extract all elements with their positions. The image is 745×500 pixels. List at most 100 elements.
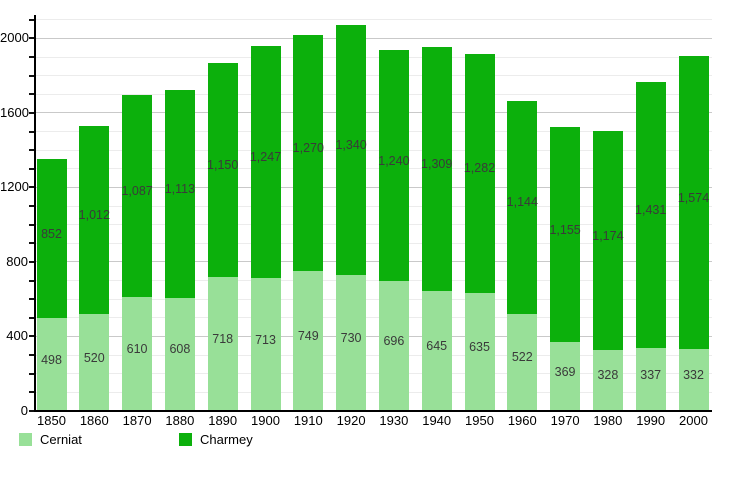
minor-gridline [35, 354, 712, 356]
bar-segment-charmey-1990 [635, 81, 666, 349]
minor-gridline [35, 205, 712, 207]
minor-gridline [35, 280, 712, 282]
y-axis-tick [29, 56, 35, 59]
value-label: 520 [83, 350, 105, 365]
y-axis-tick [29, 242, 35, 245]
x-tick-label: 1920 [336, 413, 366, 428]
y-axis-tick [29, 410, 35, 412]
y-axis-tick [29, 111, 35, 114]
y-tick-label: 400 [6, 328, 28, 344]
x-tick-label: 1860 [79, 413, 109, 428]
value-label: 1,150 [207, 158, 239, 173]
minor-gridline [35, 149, 712, 151]
y-axis-tick [29, 223, 35, 226]
value-label: 635 [469, 339, 490, 354]
y-axis-tick [29, 37, 35, 40]
value-label: 1,431 [635, 202, 667, 217]
bar-segment-charmey-1870 [122, 94, 153, 298]
bar-segment-charmey-1920 [336, 25, 367, 275]
value-label: 696 [383, 334, 405, 349]
value-label: 1,282 [463, 161, 496, 176]
y-axis-tick [29, 74, 35, 77]
value-label: 1,174 [592, 228, 624, 243]
bar-segment-cerniat-1940 [421, 290, 452, 411]
bar-segment-cerniat-1900 [250, 278, 281, 411]
value-label: 1,155 [549, 222, 581, 237]
value-label: 522 [511, 350, 533, 365]
x-tick-label: 1930 [379, 413, 409, 428]
x-tick-label: 1870 [122, 413, 152, 428]
x-axis-line [35, 410, 712, 412]
y-axis-tick [29, 316, 35, 319]
y-axis-tick [29, 372, 35, 375]
bar-segment-charmey-1900 [250, 45, 281, 279]
y-axis-tick [29, 93, 35, 96]
x-tick-label: 1890 [208, 413, 238, 428]
minor-gridline [35, 168, 712, 170]
bar-segment-charmey-1960 [507, 100, 538, 314]
y-axis-tick [29, 167, 35, 170]
bar-segment-cerniat-1960 [507, 313, 538, 411]
minor-gridline [35, 298, 712, 300]
minor-gridline [35, 391, 712, 393]
bar-segment-cerniat-1860 [79, 314, 110, 411]
value-label: 1,113 [164, 182, 196, 197]
bar-segment-charmey-1930 [378, 50, 409, 282]
x-tick-label: 1910 [293, 413, 323, 428]
chart-legend: Cerniat Charmey [0, 432, 745, 452]
x-tick-label: 1990 [636, 413, 666, 428]
value-label: 608 [169, 342, 191, 357]
value-label: 1,012 [78, 207, 110, 222]
x-tick-label: 1980 [593, 413, 623, 428]
bar-segment-charmey-1940 [421, 46, 452, 291]
legend-swatch-cerniat [19, 433, 32, 446]
x-tick-label: 1880 [165, 413, 195, 428]
value-label: 1,087 [121, 184, 153, 199]
bar-segment-charmey-1980 [592, 131, 623, 350]
value-label: 498 [41, 352, 62, 367]
y-axis-tick [29, 130, 35, 133]
x-tick-label: 2000 [679, 413, 708, 428]
bar-segment-cerniat-1990 [635, 348, 666, 411]
value-label: 852 [41, 226, 62, 241]
legend-label: Cerniat [40, 432, 82, 447]
bar-segment-charmey-1970 [550, 127, 581, 343]
minor-gridline [35, 224, 712, 226]
bar-segment-cerniat-1910 [293, 271, 324, 411]
x-tick-label: 1850 [37, 413, 66, 428]
bar-segment-cerniat-1920 [336, 275, 367, 411]
y-tick-label: 1600 [0, 104, 29, 120]
value-label: 1,270 [292, 141, 324, 156]
bar-segment-cerniat-1950 [464, 292, 495, 411]
major-gridline [35, 335, 712, 337]
y-axis-tick [29, 205, 35, 208]
x-tick-label: 1960 [507, 413, 537, 428]
value-label: 1,240 [378, 153, 410, 168]
y-axis-line [34, 15, 36, 412]
minor-gridline [35, 56, 712, 58]
minor-gridline [35, 242, 712, 244]
bar-segment-cerniat-1870 [122, 297, 153, 411]
major-gridline [35, 37, 712, 39]
value-label: 730 [340, 331, 362, 345]
major-gridline [35, 186, 712, 188]
y-axis-tick [29, 298, 35, 301]
y-axis-tick [29, 260, 35, 263]
value-label: 718 [212, 332, 234, 347]
y-axis-tick [29, 391, 35, 394]
x-tick-label: 1950 [465, 413, 494, 428]
minor-gridline [35, 317, 712, 319]
x-tick-label: 1940 [422, 413, 452, 428]
y-axis-tick [29, 279, 35, 282]
bar-segment-charmey-1880 [164, 90, 195, 298]
y-tick-label: 0 [20, 403, 28, 418]
y-tick-label: 800 [6, 253, 28, 269]
minor-gridline [35, 131, 712, 133]
value-label: 1,247 [249, 150, 282, 164]
y-axis-tick [29, 186, 35, 189]
value-label: 713 [255, 332, 276, 347]
bar-segment-cerniat-1970 [550, 342, 581, 411]
major-gridline [35, 261, 712, 263]
y-axis-tick [29, 18, 35, 21]
bar-segment-cerniat-1980 [592, 349, 623, 411]
